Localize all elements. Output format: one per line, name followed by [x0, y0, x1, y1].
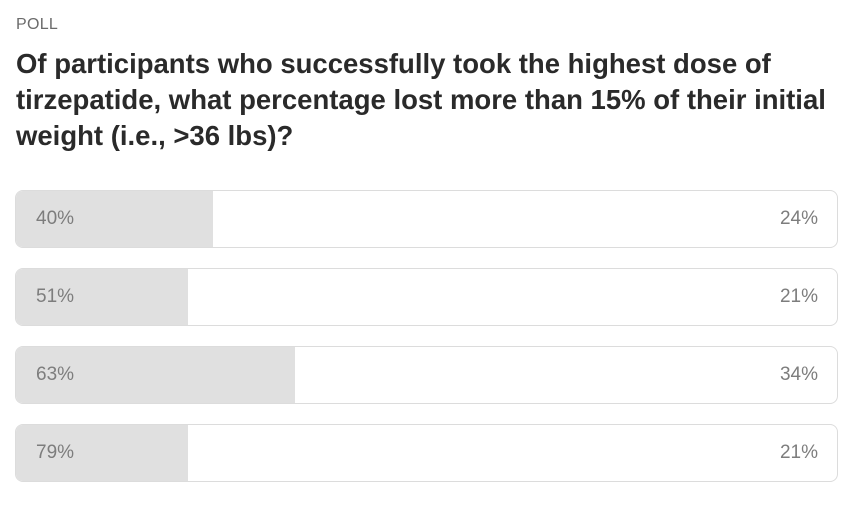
poll-option[interactable]: 63% 34%	[15, 346, 838, 404]
poll-option[interactable]: 40% 24%	[15, 190, 838, 248]
option-result: 21%	[779, 286, 818, 307]
poll-options: 40% 24% 51% 21% 63% 34% 79% 21%	[15, 190, 838, 502]
option-result: 21%	[779, 442, 818, 463]
poll-option[interactable]: 51% 21%	[15, 268, 838, 326]
poll-label: POLL	[16, 16, 59, 33]
option-result: 24%	[779, 208, 818, 229]
result-bar	[16, 191, 214, 247]
option-text: 40%	[36, 208, 75, 229]
option-text: 79%	[36, 442, 75, 463]
result-bar	[16, 347, 296, 403]
option-result: 34%	[779, 364, 818, 385]
result-bar	[16, 425, 189, 481]
option-text: 51%	[36, 286, 75, 307]
result-bar	[16, 269, 189, 325]
option-text: 63%	[36, 364, 75, 385]
poll-option[interactable]: 79% 21%	[15, 424, 838, 482]
poll-question: Of participants who successfully took th…	[16, 48, 826, 151]
